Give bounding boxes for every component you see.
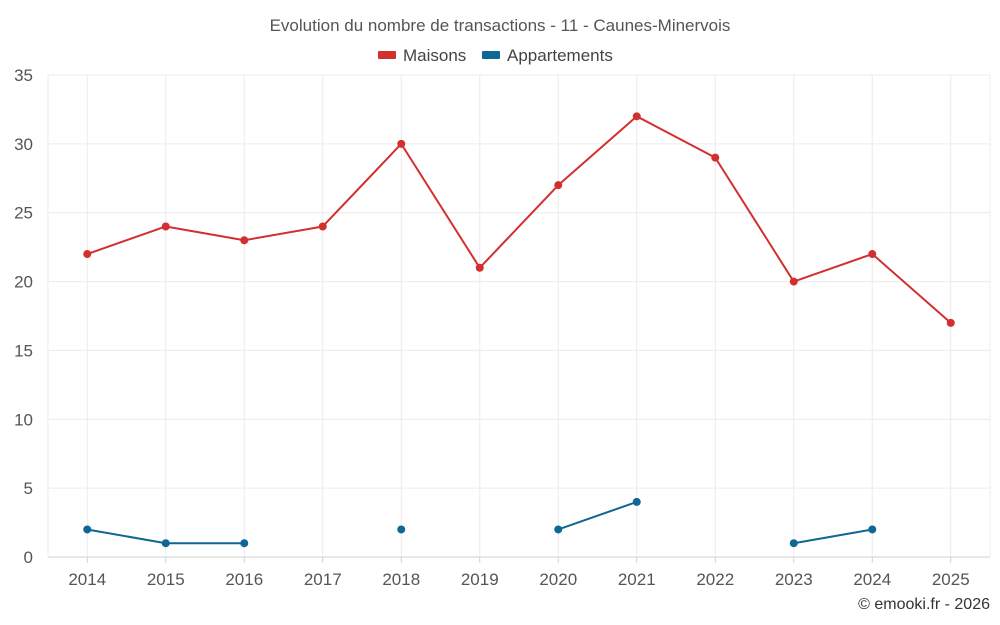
y-tick-label: 30: [14, 135, 33, 154]
series-line-appartements: [557, 500, 638, 531]
data-point-maisons[interactable]: [632, 112, 641, 121]
x-tick-label: 2024: [853, 570, 891, 589]
x-tick-label: 2016: [225, 570, 263, 589]
data-point-maisons[interactable]: [789, 277, 798, 286]
y-tick-label: 15: [14, 341, 33, 360]
credit-text: © emooki.fr - 2026: [858, 596, 990, 613]
series: [83, 112, 955, 548]
x-axis-ticks: 2014 2015 2016 2017 2018 2019 2020 2021 2022 2023…: [68, 557, 970, 589]
y-tick-label: 25: [14, 204, 33, 223]
data-point-maisons[interactable]: [475, 263, 484, 272]
x-tick-label: 2021: [618, 570, 656, 589]
data-point-maisons[interactable]: [397, 139, 406, 148]
x-tick-label: 2025: [932, 570, 970, 589]
legend-swatch-appartements: [482, 51, 500, 59]
legend-item-appartements[interactable]: Appartements: [482, 46, 613, 65]
series-maisons: [83, 112, 955, 327]
legend-label-appartements: Appartements: [507, 46, 613, 65]
y-tick-label: 35: [14, 66, 33, 85]
series-line-maisons: [86, 115, 952, 324]
chart-title: Evolution du nombre de transactions - 11…: [270, 16, 731, 35]
y-tick-label: 5: [24, 479, 33, 498]
x-tick-label: 2019: [461, 570, 499, 589]
legend-label-maisons: Maisons: [403, 46, 466, 65]
series-appartements: [83, 497, 877, 548]
y-tick-label: 10: [14, 410, 33, 429]
data-point-appartements[interactable]: [554, 525, 563, 534]
data-point-appartements[interactable]: [789, 539, 798, 548]
x-tick-label: 2020: [539, 570, 577, 589]
data-point-maisons[interactable]: [240, 236, 249, 245]
data-point-maisons[interactable]: [711, 153, 720, 162]
data-point-appartements[interactable]: [161, 539, 170, 548]
data-point-maisons[interactable]: [946, 318, 955, 327]
x-tick-label: 2018: [382, 570, 420, 589]
data-point-maisons[interactable]: [318, 222, 327, 231]
x-tick-label: 2014: [68, 570, 106, 589]
data-point-appartements[interactable]: [868, 525, 877, 534]
x-tick-label: 2017: [304, 570, 342, 589]
x-tick-label: 2022: [696, 570, 734, 589]
data-point-appartements[interactable]: [632, 497, 641, 506]
grid: [47, 74, 991, 558]
x-tick-label: 2023: [775, 570, 813, 589]
series-line-appartements: [793, 528, 873, 545]
y-tick-label: 0: [24, 548, 33, 567]
data-point-maisons[interactable]: [868, 250, 877, 259]
data-point-maisons[interactable]: [83, 250, 92, 259]
legend-item-maisons[interactable]: Maisons: [378, 46, 466, 65]
y-axis-ticks: 0 5 10 15 20 25 30 35: [14, 66, 33, 567]
x-tick-label: 2015: [147, 570, 185, 589]
legend-swatch-maisons: [378, 51, 396, 59]
data-point-maisons[interactable]: [161, 222, 170, 231]
data-point-appartements[interactable]: [397, 525, 406, 534]
data-point-appartements[interactable]: [240, 539, 249, 548]
data-point-appartements[interactable]: [83, 525, 92, 534]
data-point-maisons[interactable]: [554, 181, 563, 190]
legend: Maisons Appartements: [378, 46, 613, 65]
y-tick-label: 20: [14, 273, 33, 292]
